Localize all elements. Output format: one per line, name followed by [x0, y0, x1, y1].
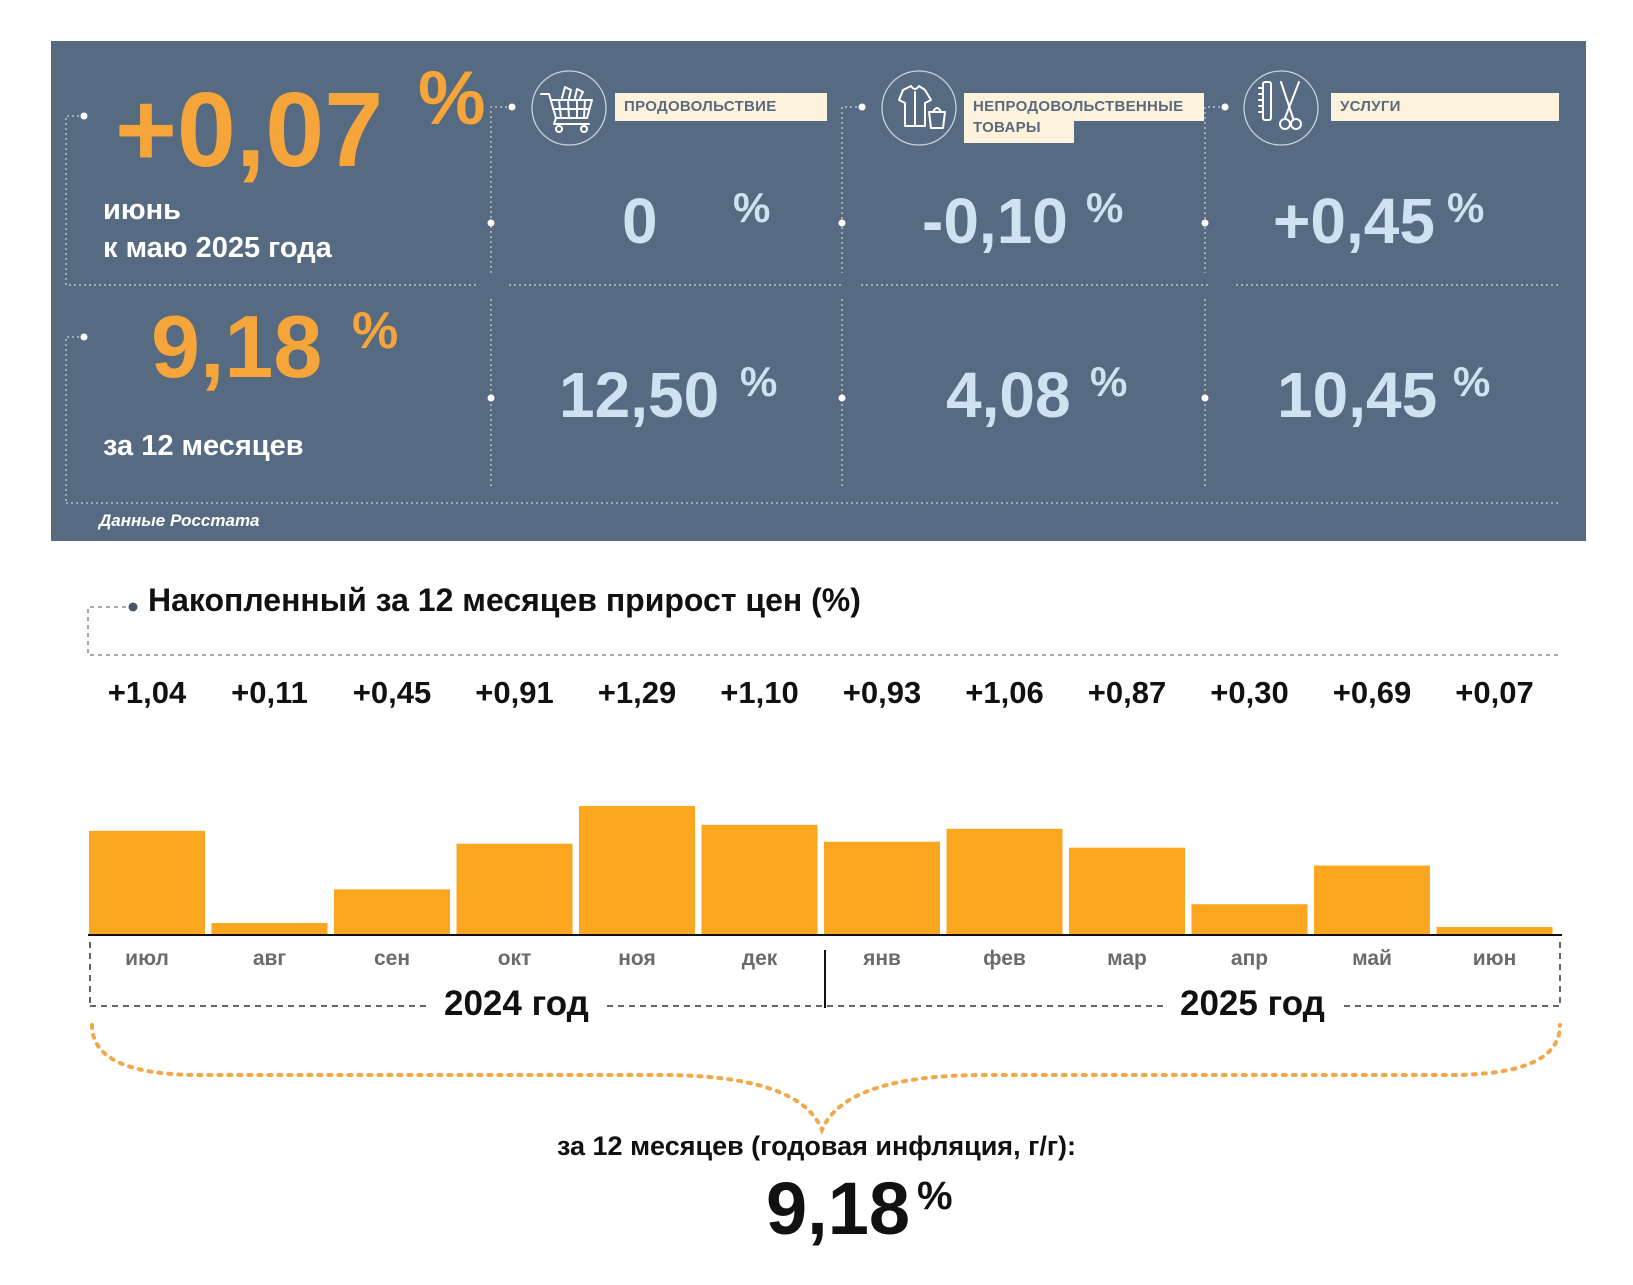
year-label-2025: 2025 год — [1164, 984, 1341, 1024]
bar-value-label-июн: +0,07 — [1455, 675, 1534, 710]
comb-scissors-icon — [1243, 70, 1319, 146]
food-annual-value: 12,50 — [559, 359, 720, 431]
annual-inflation-total-unit: % — [917, 1174, 953, 1218]
food-annual-unit: % — [740, 358, 778, 405]
bar-апр — [1191, 904, 1308, 934]
chart-title: Накопленный за 12 месяцев прирост цен (%… — [148, 582, 861, 618]
bar-дек — [701, 824, 818, 934]
month-label-июл: июл — [125, 947, 169, 970]
food-monthly-unit: % — [733, 184, 771, 231]
annual-brace — [90, 1023, 1562, 1136]
services-monthly-unit: % — [1447, 184, 1485, 231]
monthly-label-line2: к маю 2025 года — [103, 232, 332, 264]
bar-июл — [89, 830, 205, 934]
month-label-ноя: ноя — [618, 947, 656, 970]
bar-value-label-мар: +0,87 — [1087, 675, 1167, 710]
bar-value-label-сен: +0,45 — [352, 675, 432, 710]
month-label-фев: фев — [983, 947, 1026, 970]
services-annual-unit: % — [1453, 358, 1491, 405]
year-label-2024: 2024 год — [428, 984, 605, 1024]
non-food-monthly-value: -0,10 — [922, 185, 1068, 257]
month-label-мар: мар — [1107, 947, 1147, 970]
month-label-окт: окт — [497, 947, 532, 970]
month-label-июн: июн — [1472, 947, 1517, 970]
monthly-inflation-unit: % — [418, 56, 486, 141]
panel-connector-lines — [65, 103, 1561, 504]
category-label-food: ПРОДОВОЛЬСТВИЕ — [615, 93, 827, 121]
monthly-label-line1: июнь — [103, 194, 181, 226]
category-label-non-food-line1: НЕПРОДОВОЛЬСТВЕННЫЕ — [964, 93, 1204, 121]
summary-panel: +0,07 % июнь к маю 2025 года 9,18 % за 1… — [51, 41, 1586, 541]
bar-value-label-апр: +0,30 — [1210, 675, 1289, 710]
month-label-дек: дек — [741, 947, 778, 970]
bar-май — [1314, 865, 1430, 934]
annual-inflation-unit: % — [352, 302, 399, 360]
bar-value-label-май: +0,69 — [1332, 675, 1412, 710]
bar-авг — [211, 923, 328, 934]
month-label-янв: янв — [863, 947, 901, 970]
services-monthly-value: +0,45 — [1273, 185, 1435, 257]
category-label-non-food-line2: ТОВАРЫ — [964, 117, 1074, 143]
annual-inflation-value: 9,18 — [151, 297, 323, 396]
bar-окт — [456, 843, 573, 934]
title-bullet — [128, 602, 138, 612]
non-food-annual-unit: % — [1090, 358, 1128, 405]
bar-сен — [334, 889, 450, 934]
bar-value-label-окт: +0,91 — [475, 675, 554, 710]
month-label-май: май — [1352, 947, 1392, 970]
source-note: Данные Росстата — [99, 511, 260, 530]
bar-value-label-янв: +0,93 — [842, 675, 922, 710]
bar-июн — [1436, 927, 1553, 934]
services-annual-value: 10,45 — [1277, 359, 1438, 431]
annual-label: за 12 месяцев — [103, 430, 304, 462]
non-food-annual-value: 4,08 — [946, 359, 1071, 431]
bar-value-label-июл: +1,04 — [107, 675, 187, 710]
non-food-monthly-unit: % — [1086, 184, 1124, 231]
bar-янв — [824, 841, 940, 934]
annual-inflation-total: 9,18 — [766, 1167, 911, 1250]
category-label-services: УСЛУГИ — [1331, 93, 1559, 121]
month-label-авг: авг — [252, 947, 287, 970]
bar-фев — [946, 828, 1063, 934]
month-label-апр: апр — [1230, 947, 1269, 970]
shopping-cart-icon — [531, 70, 607, 146]
bar-value-label-авг: +0,11 — [231, 675, 308, 710]
food-monthly-value: 0 — [622, 185, 658, 257]
annual-inflation-caption: за 12 месяцев (годовая инфляция, г/г): — [556, 1131, 1077, 1161]
bar-ноя — [579, 806, 695, 934]
bar-value-label-дек: +1,10 — [720, 675, 799, 710]
bar-value-label-фев: +1,06 — [965, 675, 1044, 710]
bar-value-label-ноя: +1,29 — [597, 675, 677, 710]
bar-мар — [1069, 847, 1185, 934]
clothing-bag-icon — [881, 70, 957, 146]
month-label-сен: сен — [373, 947, 411, 970]
monthly-inflation-value: +0,07 — [115, 71, 384, 189]
